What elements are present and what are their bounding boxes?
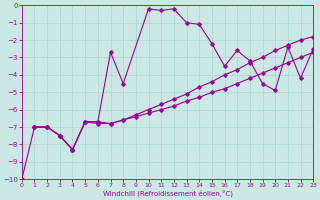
X-axis label: Windchill (Refroidissement éolien,°C): Windchill (Refroidissement éolien,°C) xyxy=(102,190,233,197)
